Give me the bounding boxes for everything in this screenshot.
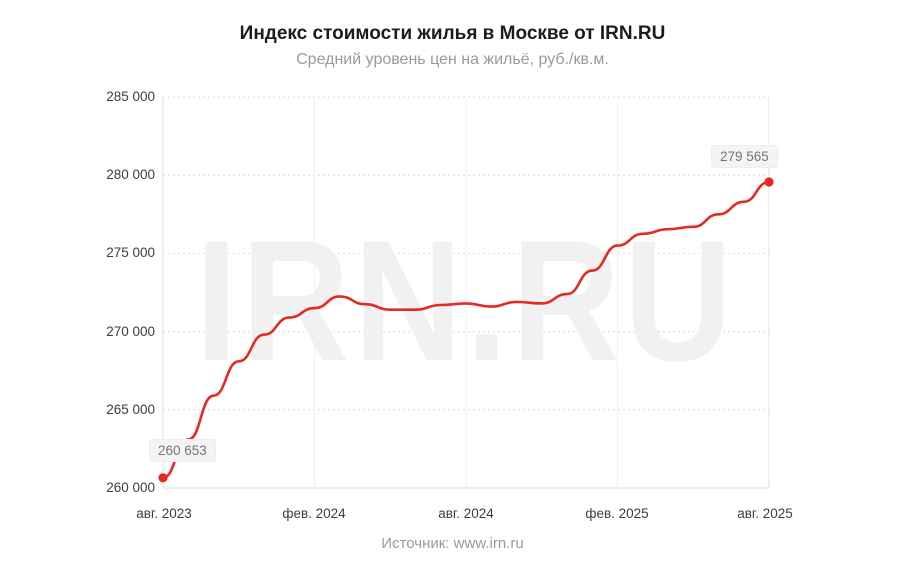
y-tick-260000: 260 000 (106, 480, 155, 495)
end-value-label: 279 565 (711, 145, 778, 168)
chart-title: Индекс стоимости жилья в Москве от IRN.R… (239, 23, 666, 44)
y-tick-275000: 275 000 (106, 245, 155, 260)
irn-watermark: IRN.RU (195, 203, 737, 398)
x-tick-aug-2024: авг. 2024 (438, 506, 494, 521)
x-tick-feb-2025: фев. 2025 (585, 506, 649, 521)
source-text: Источник: www.irn.ru (381, 535, 524, 552)
start-value-label: 260 653 (149, 439, 216, 462)
chart-subtitle: Средний уровень цен на жильё, руб./кв.м. (296, 51, 609, 68)
x-tick-feb-2024: фев. 2024 (282, 506, 346, 521)
x-tick-aug-2023: авг. 2023 (136, 506, 192, 521)
x-tick-aug-2025: авг. 2025 (737, 506, 793, 521)
price-line[interactable] (161, 180, 771, 480)
y-tick-285000: 285 000 (106, 89, 155, 104)
y-tick-265000: 265 000 (106, 402, 155, 417)
end-point[interactable] (764, 177, 774, 187)
start-point[interactable] (158, 473, 168, 483)
y-tick-270000: 270 000 (106, 324, 155, 339)
y-tick-280000: 280 000 (106, 167, 155, 182)
